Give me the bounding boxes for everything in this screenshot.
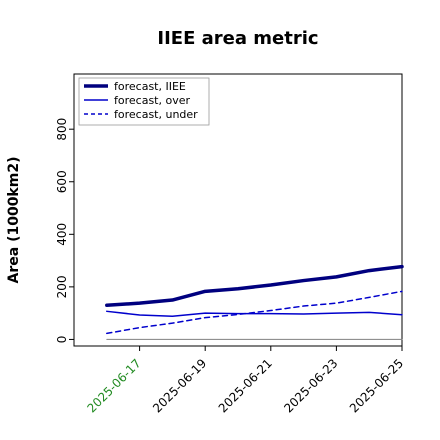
x-tick-label-2025-06-19: 2025-06-19 — [150, 356, 209, 415]
y-tick-label-200: 200 — [55, 275, 69, 298]
y-axis: 0 200 400 600 800 — [55, 118, 74, 344]
x-tick-label-2025-06-23: 2025-06-23 — [281, 356, 340, 415]
chart-title: IIEE area metric — [157, 28, 318, 49]
x-tick-label-2025-06-25: 2025-06-25 — [347, 356, 406, 415]
series-layer — [105, 264, 404, 340]
y-axis-label: Area (1000km2) — [6, 157, 22, 284]
legend: forecast, IIEE forecast, over forecast, … — [78, 77, 210, 126]
x-axis: 2025-06-17 2025-06-19 2025-06-21 2025-06-23… — [85, 346, 406, 415]
y-tick-label-800: 800 — [55, 118, 69, 141]
series-line-forecast-over — [106, 310, 403, 318]
legend-label-iiee: forecast, IIEE — [114, 80, 186, 93]
series-line-forecast-under — [106, 290, 403, 335]
y-tick-label-0: 0 — [55, 336, 69, 344]
plot-area — [73, 73, 403, 347]
legend-label-over: forecast, over — [114, 94, 190, 107]
series-line-forecast-iiee — [105, 264, 404, 308]
legend-label-under: forecast, under — [114, 108, 198, 121]
x-tick-label-2025-06-17: 2025-06-17 — [85, 356, 144, 415]
x-tick-label-2025-06-21: 2025-06-21 — [216, 356, 275, 415]
y-tick-label-400: 400 — [55, 223, 69, 246]
y-tick-label-600: 600 — [55, 170, 69, 193]
